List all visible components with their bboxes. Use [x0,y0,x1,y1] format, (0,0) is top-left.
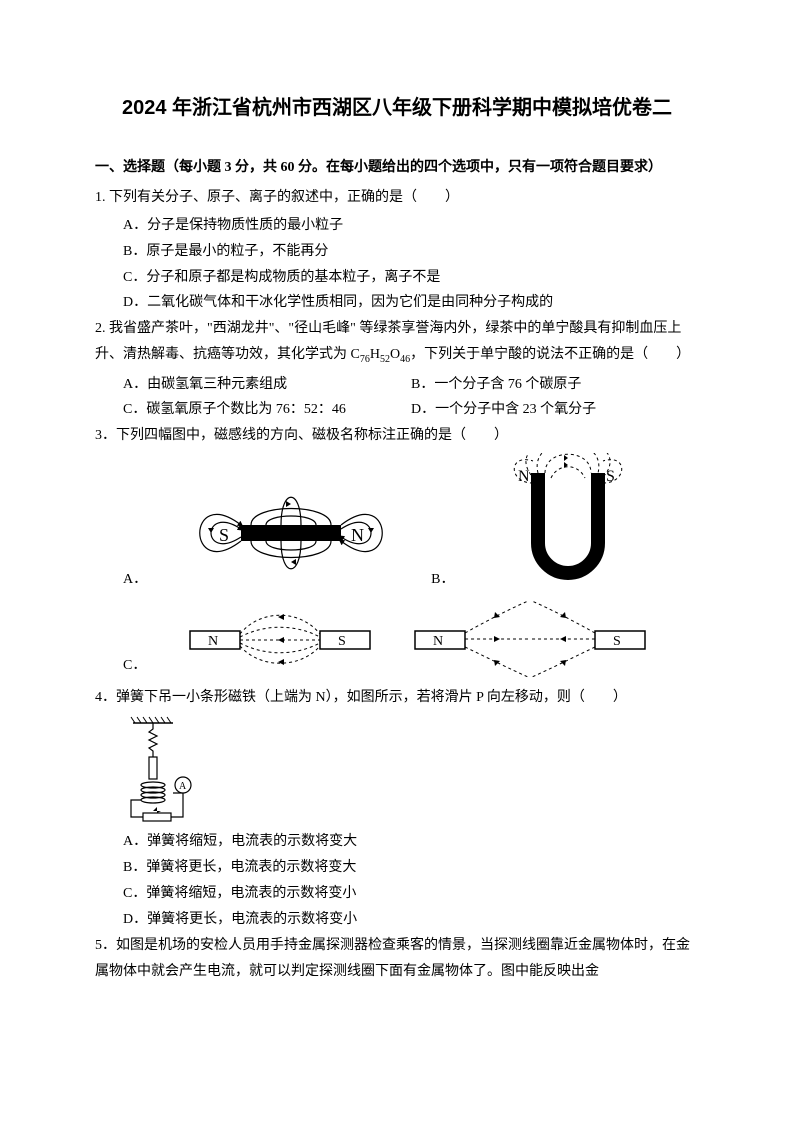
q2-opt-d: D．一个分子中含 23 个氧分子 [411,397,699,423]
q4-stem: 4．弹簧下吊一小条形磁铁（上端为 N），如图所示，若将滑片 P 向左移动，则（ … [95,685,699,711]
q3-fig-d: N S [410,599,650,679]
q2-options: A．由碳氢氧三种元素组成 B．一个分子含 76 个碳原子 C．碳氢氧原子个数比为… [95,372,699,424]
q1-stem: 1. 下列有关分子、原子、离子的叙述中，正确的是（ ） [95,185,699,211]
q3-label-a: A． [123,567,147,593]
q5-stem: 5．如图是机场的安检人员用手持金属探测器检查乘客的情景，当探测线圈靠近金属物体时… [95,933,699,985]
q2-opt-c: C．碳氢氧原子个数比为 76：52：46 [123,397,411,423]
q4-options: A．弹簧将缩短，电流表的示数将变大 B．弹簧将更长，电流表的示数将变大 C．弹簧… [95,829,699,933]
q2-sub-o: 46 [400,354,410,365]
q2-h: H [370,347,380,362]
section-1-head: 一、选择题（每小题 3 分，共 60 分。在每小题给出的四个选项中，只有一项符合… [95,155,699,181]
q3-fig-b: N S [488,453,648,593]
q1-opt-a: A．分子是保持物质性质的最小粒子 [123,213,699,239]
q3a-n-label: N [351,525,364,545]
q3-fig-c: N S [180,599,380,679]
q3d-n-label: N [433,634,443,649]
q2-stem: 2. 我省盛产茶叶，"西湖龙井"、"径山毛峰" 等绿茶享誉海内外，绿茶中的单宁酸… [95,316,699,369]
q2-opt-a: A．由碳氢氧三种元素组成 [123,372,411,398]
q4-opt-d: D．弹簧将更长，电流表的示数将变小 [123,907,699,933]
q4-opt-b: B．弹簧将更长，电流表的示数将变大 [123,855,699,881]
q4-opt-a: A．弹簧将缩短，电流表的示数将变大 [123,829,699,855]
q3-label-b: B． [431,567,454,593]
q3d-s-label: S [613,634,621,649]
q1-opt-c: C．分子和原子都是构成物质的基本粒子，离子不是 [123,265,699,291]
q2-o: O [390,347,400,362]
q3c-s-label: S [338,634,346,649]
q4-fig: A [123,715,213,825]
q1-opt-b: B．原子是最小的粒子，不能再分 [123,239,699,265]
q1-opt-d: D．二氧化碳气体和干冰化学性质相同，因为它们是由同种分子构成的 [123,290,699,316]
page-title: 2024 年浙江省杭州市西湖区八年级下册科学期中模拟培优卷二 [95,90,699,127]
q2-sub-c: 76 [360,354,370,365]
q3-label-c: C． [123,653,146,679]
q4-ammeter-label: A [179,781,187,792]
q1-options: A．分子是保持物质性质的最小粒子 B．原子是最小的粒子，不能再分 C．分子和原子… [95,213,699,317]
q3a-s-label: S [219,525,229,545]
q2-sub-h: 52 [380,354,390,365]
q3-stem: 3．下列四幅图中，磁感线的方向、磁极名称标注正确的是（ ） [95,423,699,449]
q3c-n-label: N [208,634,218,649]
q2-opt-b: B．一个分子含 76 个碳原子 [411,372,699,398]
q3-row1: A． S N [95,453,699,593]
q2-stem-b: ，下列关于单宁酸的说法不正确的是（ ） [410,347,690,362]
q4-opt-c: C．弹簧将缩短，电流表的示数将变小 [123,881,699,907]
q3-fig-a: S N [181,473,401,593]
q3-row2: C． N S N S [95,599,699,679]
q3b-n-label: N [518,468,530,485]
